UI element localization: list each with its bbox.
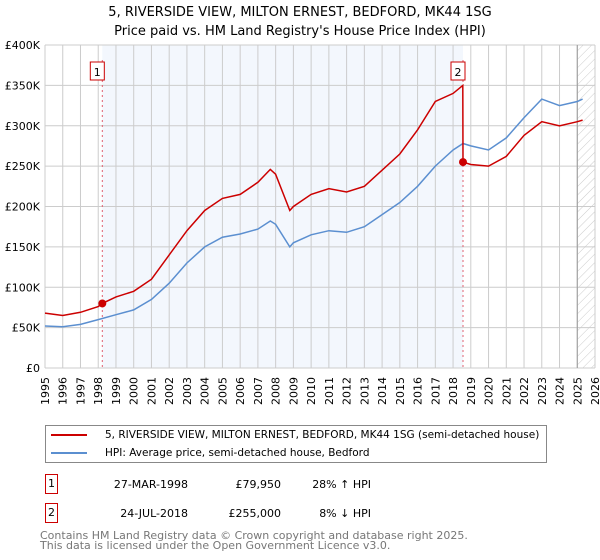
title-line: 5, RIVERSIDE VIEW, MILTON ERNEST, BEDFOR… [108, 5, 492, 20]
sale-row-2: 2 24-JUL-2018 £255,000 8% ↓ HPI [45, 503, 371, 523]
x-tick-label: 2012 [341, 377, 354, 405]
x-tick-label: 2026 [589, 377, 600, 405]
red-line-swatch [51, 434, 87, 436]
y-tick-label: £100K [5, 281, 41, 294]
x-tick-label: 2008 [270, 377, 283, 405]
y-tick-label: £250K [5, 160, 41, 173]
subtitle-line: Price paid vs. HM Land Registry's House … [114, 24, 486, 39]
x-tick-label: 2004 [199, 377, 212, 405]
x-tick-label: 1997 [74, 377, 87, 405]
legend-label: HPI: Average price, semi-detached house,… [105, 447, 370, 459]
x-tick-label: 1999 [110, 377, 123, 405]
sale-row-1: 1 27-MAR-1998 £79,950 28% ↑ HPI [45, 474, 371, 494]
x-tick-label: 2010 [305, 377, 318, 405]
chart-title: 5, RIVERSIDE VIEW, MILTON ERNEST, BEDFOR… [0, 3, 600, 41]
x-tick-label: 2021 [500, 377, 513, 405]
legend: 5, RIVERSIDE VIEW, MILTON ERNEST, BEDFOR… [45, 425, 547, 463]
x-tick-label: 1998 [92, 377, 105, 405]
footer: Contains HM Land Registry data © Crown c… [40, 529, 468, 552]
sale-badge: 2 [45, 503, 58, 523]
x-tick-label: 2000 [128, 377, 141, 405]
sale-badge: 1 [45, 474, 58, 494]
x-tick-label: 2013 [358, 377, 371, 405]
x-tick-label: 2016 [412, 377, 425, 405]
x-tick-label: 2023 [536, 377, 549, 405]
x-tick-label: 2014 [376, 377, 389, 405]
series-line [44, 98, 583, 328]
x-tick-label: 2007 [252, 377, 265, 405]
sale-badge-box [89, 61, 105, 81]
sale-hpi: 28% ↑ HPI [312, 477, 371, 491]
x-tick-label: 2018 [447, 377, 460, 405]
y-tick-label: £300K [5, 120, 41, 133]
legend-item-property: 5, RIVERSIDE VIEW, MILTON ERNEST, BEDFOR… [46, 426, 546, 444]
x-tick-label: 2001 [145, 377, 158, 405]
sale-price: £255,000 [228, 506, 282, 520]
x-tick-label: 2025 [571, 377, 584, 405]
sale-date: 27-MAR-1998 [113, 477, 188, 491]
x-tick-label: 2009 [287, 377, 300, 405]
footer-line: This data is licensed under the Open Gov… [40, 539, 391, 552]
legend-item-hpi: HPI: Average price, semi-detached house,… [46, 444, 546, 462]
blue-line-swatch [51, 452, 87, 454]
sale-hpi: 8% ↓ HPI [319, 506, 371, 520]
y-tick-label: £400K [5, 39, 41, 52]
sale-badge-label: 2 [455, 66, 462, 79]
x-tick-label: 2024 [554, 377, 567, 405]
x-tick-label: 2022 [518, 377, 531, 405]
x-tick-label: 2006 [234, 377, 247, 405]
y-tick-label: £150K [5, 241, 41, 254]
sale-price: £79,950 [235, 477, 282, 491]
legend-label: 5, RIVERSIDE VIEW, MILTON ERNEST, BEDFOR… [105, 429, 540, 441]
y-tick-label: £0 [26, 362, 40, 375]
x-tick-label: 1996 [57, 377, 70, 405]
x-tick-label: 2005 [216, 377, 229, 405]
x-tick-label: 2003 [181, 377, 194, 405]
series-line [44, 83, 583, 317]
price-chart: 1995 1996 1997 1998 1999 2000 2001 2002 2003 2004… [5, 39, 600, 405]
x-tick-label: 2019 [465, 377, 478, 405]
x-tick-label: 2017 [429, 377, 442, 405]
x-tick-label: 2020 [483, 377, 496, 405]
x-tick-label: 2015 [394, 377, 407, 405]
y-tick-label: £200K [5, 201, 41, 214]
x-tick-label: 2011 [323, 377, 336, 405]
y-tick-label: £350K [5, 79, 41, 92]
y-tick-label: £50K [12, 322, 41, 335]
sale-point [459, 158, 467, 167]
footer-line: Contains HM Land Registry data © Crown c… [40, 529, 468, 542]
sale-date: 24-JUL-2018 [120, 506, 188, 520]
sale-badge-box [450, 61, 466, 81]
sale-badge-label: 1 [94, 66, 101, 79]
sale-point [98, 299, 107, 308]
x-tick-label: 1995 [39, 377, 52, 405]
x-tick-label: 2002 [163, 377, 176, 405]
